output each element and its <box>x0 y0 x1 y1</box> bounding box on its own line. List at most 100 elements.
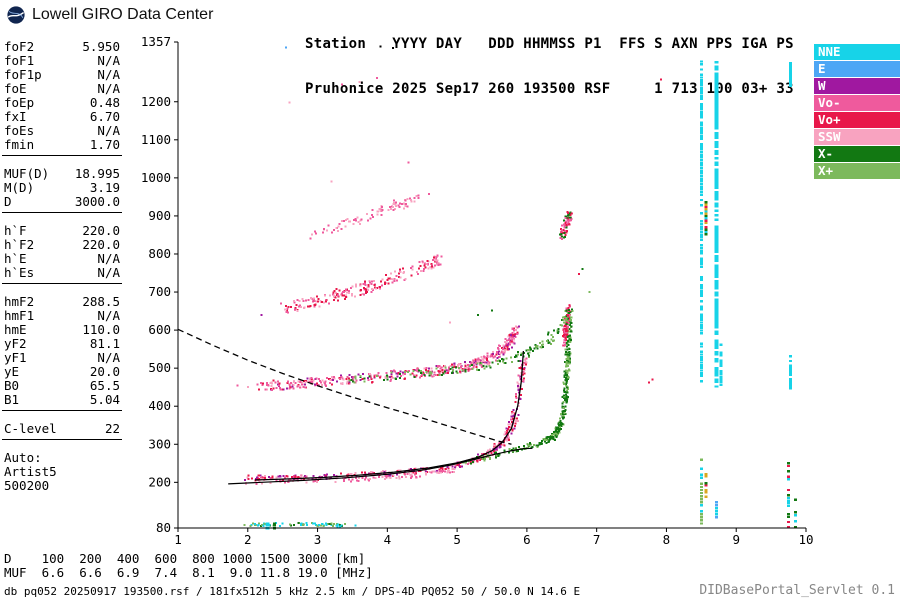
parameter-row: B0 65.5 <box>2 379 122 393</box>
legend-item-w: W <box>814 78 900 94</box>
svg-text:10: 10 <box>798 532 813 547</box>
svg-text:5: 5 <box>453 532 461 547</box>
legend-item-x: X+ <box>814 163 900 179</box>
parameter-label: B1 <box>4 392 20 407</box>
servlet-version-label: DIDBasePortal_Servlet 0.1 <box>699 583 895 598</box>
parameter-value: 0.48 <box>89 95 120 110</box>
parameter-row: hmF2 288.5 <box>2 295 122 309</box>
parameter-row: Artist5 <box>2 465 122 479</box>
svg-text:8: 8 <box>663 532 671 547</box>
parameter-row: h`F 220.0 <box>2 224 122 238</box>
parameter-label: hmE <box>4 322 27 337</box>
parameter-row: h`F2 220.0 <box>2 238 122 252</box>
parameter-row: hmE 110.0 <box>2 323 122 337</box>
parameter-row: M(D) 3.19 <box>2 181 122 195</box>
svg-text:200: 200 <box>148 474 171 489</box>
footer-source-line: db pq052 20250917 193500.rsf / 181fx512h… <box>4 585 581 598</box>
parameter-label: h`E <box>4 251 27 266</box>
parameter-value: 18.995 <box>74 166 120 181</box>
parameter-group: hmF2 288.5 hmF1 N/A hmE 110.0 yF2 81.1 yF1 N/A yE 2… <box>2 295 122 411</box>
svg-text:9: 9 <box>732 532 740 547</box>
parameter-value: 220.0 <box>82 223 120 238</box>
parameter-value: 220.0 <box>82 237 120 252</box>
parameter-row: foF1 N/A <box>2 54 122 68</box>
station-header-values: Pruhonice 2025 Sep17 260 193500 RSF 1 71… <box>305 81 794 97</box>
parameter-row: h`E N/A <box>2 252 122 266</box>
parameter-value: N/A <box>97 251 120 266</box>
footer-muf-line: MUF 6.6 6.6 6.9 7.4 8.1 9.0 11.8 19.0 [M… <box>4 565 373 580</box>
parameter-value: 22 <box>104 421 120 436</box>
parameter-label: fxI <box>4 109 27 124</box>
parameter-label: Auto: <box>4 450 42 465</box>
parameter-value: 110.0 <box>82 322 120 337</box>
echo-data-layer <box>236 45 797 530</box>
svg-text:800: 800 <box>148 246 171 261</box>
parameter-row: hmF1 N/A <box>2 309 122 323</box>
parameter-group: foF2 5.950 foF1 N/A foF1p N/A foE N/A foEp 0.48 fx… <box>2 40 122 156</box>
parameter-label: foF1p <box>4 67 42 82</box>
parameter-group: Auto: Artist5 500200 <box>2 451 122 496</box>
parameter-row: foF2 5.950 <box>2 40 122 54</box>
legend-item-ssw: SSW <box>814 129 900 145</box>
parameter-row: yF1 N/A <box>2 351 122 365</box>
axes: 1357120011001000900800700600500400300200… <box>141 34 814 547</box>
parameter-label: hmF2 <box>4 294 35 309</box>
parameter-value: 5.950 <box>82 39 120 54</box>
parameter-panel: foF2 5.950 foF1 N/A foF1p N/A foE N/A foEp 0.48 fx… <box>2 40 122 507</box>
parameter-value: 81.1 <box>89 336 120 351</box>
parameter-row: yF2 81.1 <box>2 337 122 351</box>
parameter-row: D 3000.0 <box>2 195 122 209</box>
svg-text:300: 300 <box>148 436 171 451</box>
parameter-value: 5.04 <box>89 392 120 407</box>
parameter-row: foE N/A <box>2 82 122 96</box>
footer-d-line: D 100 200 400 600 800 1000 1500 3000 [km… <box>4 551 366 566</box>
parameter-label: B0 <box>4 378 20 393</box>
parameter-label: 500200 <box>4 478 50 493</box>
parameter-value: 65.5 <box>89 378 120 393</box>
parameter-group: h`F 220.0 h`F2 220.0 h`E N/A h`Es N/A <box>2 224 122 284</box>
parameter-label: foE <box>4 81 27 96</box>
svg-text:6: 6 <box>523 532 531 547</box>
station-header-columns: Station YYYY DAY DDD HHMMSS P1 FFS S AXN… <box>305 36 794 52</box>
parameter-label: yF1 <box>4 350 27 365</box>
svg-text:400: 400 <box>148 398 171 413</box>
parameter-row: C-level 22 <box>2 422 122 436</box>
svg-text:80: 80 <box>156 520 171 535</box>
parameter-row: 500200 <box>2 479 122 493</box>
parameter-label: h`F <box>4 223 27 238</box>
parameter-value: N/A <box>97 81 120 96</box>
parameter-value: N/A <box>97 123 120 138</box>
parameter-label: foEs <box>4 123 35 138</box>
parameter-value: 6.70 <box>89 109 120 124</box>
station-header: Station YYYY DAY DDD HHMMSS P1 FFS S AXN… <box>305 7 794 112</box>
parameter-label: h`Es <box>4 265 35 280</box>
parameter-row: MUF(D) 18.995 <box>2 167 122 181</box>
svg-text:1100: 1100 <box>141 132 171 147</box>
parameter-row: fxI 6.70 <box>2 110 122 124</box>
parameter-value: N/A <box>97 53 120 68</box>
parameter-row: foEs N/A <box>2 124 122 138</box>
parameter-label: Artist5 <box>4 464 57 479</box>
brand-title: Lowell GIRO Data Center <box>32 6 214 23</box>
svg-text:1000: 1000 <box>141 170 171 185</box>
svg-text:1: 1 <box>174 532 182 547</box>
parameter-value: N/A <box>97 308 120 323</box>
parameter-label: foF2 <box>4 39 35 54</box>
svg-text:1357: 1357 <box>141 34 171 49</box>
legend-item-vo: Vo- <box>814 95 900 111</box>
parameter-group: MUF(D) 18.995 M(D) 3.19 D 3000.0 <box>2 167 122 213</box>
svg-text:900: 900 <box>148 208 171 223</box>
parameter-label: MUF(D) <box>4 166 50 181</box>
svg-text:3: 3 <box>314 532 322 547</box>
parameter-label: h`F2 <box>4 237 35 252</box>
svg-text:4: 4 <box>384 532 392 547</box>
legend-item-nne: NNE <box>814 44 900 60</box>
parameter-group: C-level 22 <box>2 422 122 440</box>
parameter-value: N/A <box>97 265 120 280</box>
parameter-label: yE <box>4 364 20 379</box>
parameter-label: foF1 <box>4 53 35 68</box>
svg-text:600: 600 <box>148 322 171 337</box>
parameter-row: B1 5.04 <box>2 393 122 407</box>
parameter-value: N/A <box>97 67 120 82</box>
